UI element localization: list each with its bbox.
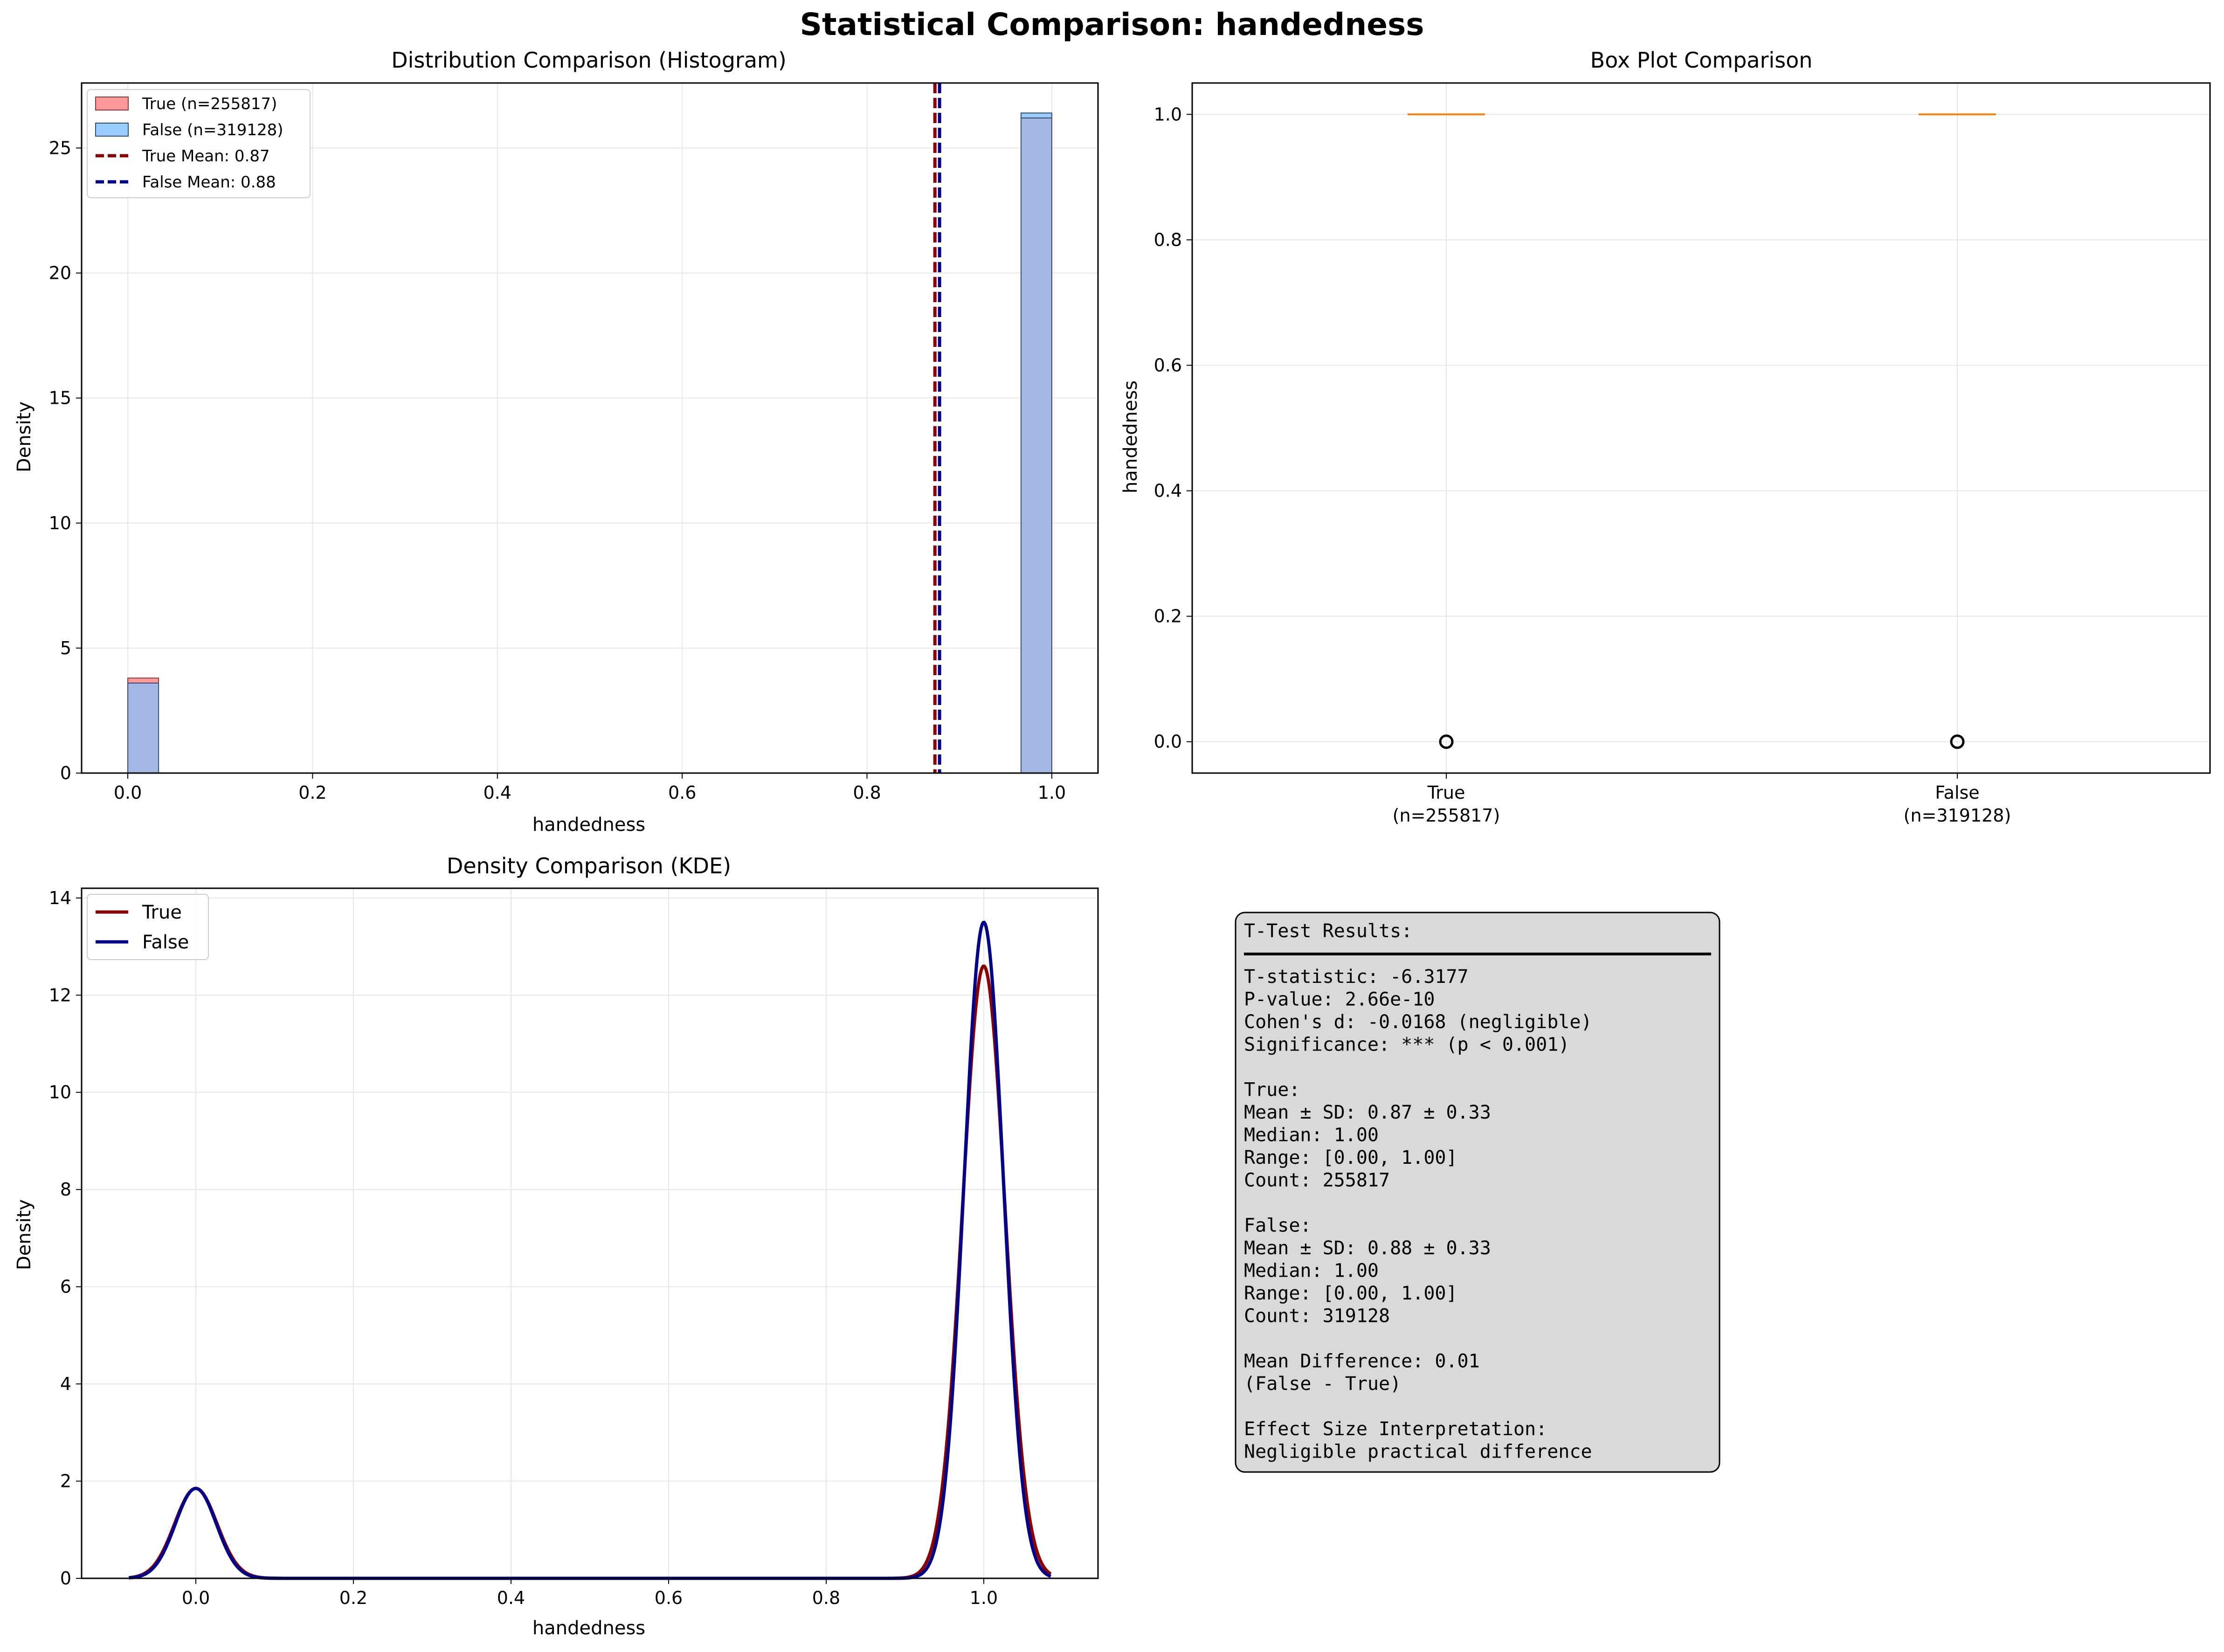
histogram-ylabel: Density (14, 401, 35, 472)
histogram-panel: Distribution Comparison (Histogram) hand… (14, 48, 1099, 836)
histogram-bar-true (127, 677, 159, 684)
figure-title: Statistical Comparison: handedness (800, 7, 1424, 42)
stats-header: T-Test Results: (1244, 920, 1412, 942)
histogram-xtick-label: 0.4 (483, 782, 511, 803)
kde-ylabel: Density (14, 1199, 35, 1270)
kde-ytick-label: 4 (60, 1374, 71, 1394)
boxplot-title: Box Plot Comparison (1590, 48, 1813, 73)
histogram-xtick-label: 0.8 (853, 782, 881, 803)
stats-line: Median: 1.00 (1244, 1125, 1379, 1146)
kde-axes-frame (81, 887, 1099, 1579)
legend-false-mean-label: False Mean: 0.88 (142, 173, 276, 192)
kde-xtick-label: 0.2 (339, 1588, 367, 1608)
boxplot-ylabel: handedness (1120, 380, 1141, 493)
histogram-legend-box (87, 89, 311, 198)
boxplot-axes-frame (1191, 82, 2211, 774)
kde-xtick-label: 0.6 (655, 1588, 683, 1608)
boxplot-ytick-label: 1.0 (1154, 104, 1182, 124)
stats-line: Range: [0.00, 1.00] (1244, 1283, 1457, 1304)
stats-line: Range: [0.00, 1.00] (1244, 1147, 1457, 1168)
boxplot-ytick-label: 0.0 (1154, 732, 1182, 752)
boxplot-category-count: (n=255817) (1393, 805, 1500, 826)
boxplot-category-label: False (1935, 782, 1979, 803)
histogram-ytick-label: 0 (60, 763, 71, 783)
stats-line: Count: 319128 (1244, 1306, 1390, 1327)
stats-line: Significance: *** (p < 0.001) (1244, 1034, 1569, 1056)
stats-textbox-background (1235, 912, 1720, 1473)
histogram-xtick-label: 0.0 (114, 782, 142, 803)
stats-line: Median: 1.00 (1244, 1260, 1379, 1282)
stats-line: T-statistic: -6.3177 (1244, 966, 1469, 988)
boxplot-outlier-point (1439, 734, 1454, 749)
kde-xtick-label: 1.0 (970, 1588, 998, 1608)
stats-line: Effect Size Interpretation: (1244, 1418, 1547, 1440)
histogram-axes-frame (81, 82, 1099, 774)
kde-xtick-label: 0.4 (497, 1588, 525, 1608)
kde-xtick-label: 0.8 (812, 1588, 840, 1608)
boxplot-ytick-label: 0.8 (1154, 229, 1182, 250)
kde-line-false (128, 920, 1051, 1580)
histogram-legend: True (n=255817) False (n=319128) True Mean… (87, 89, 311, 198)
legend-true-hist-label: True (n=255817) (142, 95, 277, 113)
stats-line: Mean ± SD: 0.88 ± 0.33 (1244, 1237, 1491, 1259)
histogram-bar-false (1020, 112, 1052, 119)
boxplot-panel: Box Plot Comparison handedness 0.0 0.2 0.4… (1120, 48, 2211, 826)
legend-true-mean-label: True Mean: 0.87 (142, 147, 270, 166)
legend-false-hist-swatch (95, 123, 129, 137)
boxplot-category-label: True (1427, 782, 1465, 803)
histogram-bar-overlap (127, 682, 159, 774)
stats-textbox: T-Test Results: T-statistic: -6.3177P-val… (1235, 912, 1720, 1473)
kde-legend-label: True (142, 902, 182, 923)
kde-xtick-label: 0.0 (182, 1588, 210, 1608)
histogram-bar-overlap (1020, 118, 1052, 774)
stats-line: Cohen's d: -0.0168 (negligible) (1244, 1011, 1592, 1033)
kde-panel: Density Comparison (KDE) handedness Dens… (14, 853, 1099, 1639)
stats-line: False: (1244, 1215, 1312, 1237)
kde-ytick-label: 2 (60, 1471, 71, 1492)
kde-ytick-label: 12 (49, 985, 71, 1005)
stats-line: Negligible practical difference (1244, 1441, 1592, 1463)
histogram-ytick-label: 10 (49, 513, 71, 533)
kde-legend-label: False (142, 932, 189, 953)
histogram-ytick-label: 20 (49, 263, 71, 283)
kde-title: Density Comparison (KDE) (447, 853, 731, 878)
stats-line: Count: 255817 (1244, 1170, 1390, 1191)
stats-line: True: (1244, 1079, 1300, 1101)
boxplot-category-count: (n=319128) (1904, 805, 2011, 826)
kde-legend: True False (87, 894, 209, 960)
boxplot-ytick-label: 0.2 (1154, 606, 1182, 627)
histogram-title: Distribution Comparison (Histogram) (391, 48, 787, 73)
kde-ytick-label: 8 (60, 1179, 71, 1200)
kde-ytick-label: 0 (60, 1568, 71, 1589)
histogram-xtick-label: 0.6 (668, 782, 696, 803)
legend-false-hist-label: False (n=319128) (142, 121, 283, 139)
stats-line: Mean Difference: 0.01 (1244, 1351, 1480, 1372)
stats-line: P-value: 2.66e-10 (1244, 989, 1435, 1010)
kde-ytick-label: 10 (49, 1082, 71, 1103)
histogram-ytick-label: 5 (60, 638, 71, 658)
kde-ytick-label: 14 (49, 888, 71, 908)
histogram-xtick-label: 1.0 (1038, 782, 1066, 803)
boxplot-ytick-label: 0.6 (1154, 355, 1182, 375)
histogram-xlabel: handedness (532, 814, 645, 836)
stats-line: (False - True) (1244, 1373, 1401, 1395)
kde-xlabel: handedness (532, 1617, 645, 1639)
kde-ytick-label: 6 (60, 1277, 71, 1297)
histogram-ytick-label: 15 (49, 388, 71, 408)
stats-line: Mean ± SD: 0.87 ± 0.33 (1244, 1102, 1491, 1123)
kde-line-true (128, 964, 1052, 1580)
boxplot-ytick-label: 0.4 (1154, 481, 1182, 501)
histogram-xtick-label: 0.2 (298, 782, 326, 803)
histogram-ytick-label: 25 (49, 138, 71, 158)
boxplot-outlier-point (1950, 734, 1965, 749)
legend-true-hist-swatch (95, 97, 129, 111)
